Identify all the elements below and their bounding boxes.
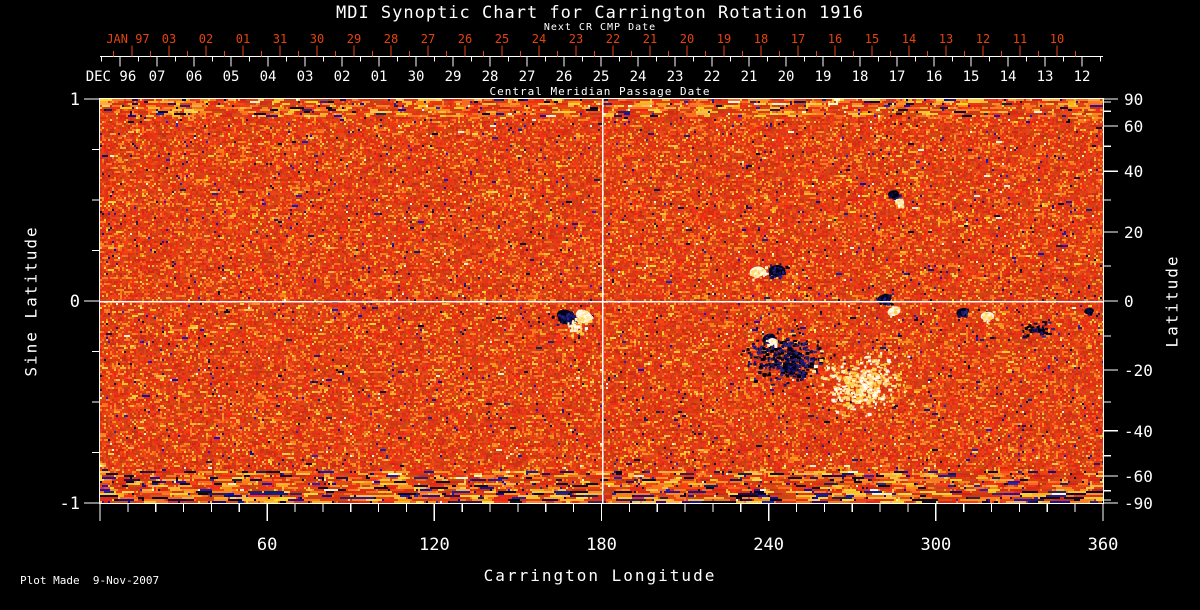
next-cr-day-label: 02 (199, 32, 213, 46)
latitude-tick-label: 20 (1124, 223, 1143, 242)
cmp-day-label: 21 (741, 69, 758, 85)
next-cr-day-label: 28 (384, 32, 398, 46)
sine-latitude-axis-label: Sine Latitude (21, 225, 41, 377)
cmp-day-label: 17 (889, 69, 906, 85)
next-cr-day-label: 29 (347, 32, 361, 46)
latitude-tick-label: 60 (1124, 117, 1143, 136)
cmp-day-label: 04 (260, 69, 277, 85)
next-cr-month-label: JAN 97 (106, 32, 149, 46)
cmp-day-label: 22 (704, 69, 721, 85)
central-meridian-passage-date-label: Central Meridian Passage Date (489, 85, 711, 98)
cmp-month-label: DEC 96 (86, 69, 137, 85)
longitude-tick-label: 300 (920, 535, 951, 555)
next-cr-day-label: 25 (495, 32, 509, 46)
cmp-day-label: 26 (556, 69, 573, 85)
longitude-tick-label: 240 (753, 535, 784, 555)
next-cr-day-label: 19 (717, 32, 731, 46)
next-cr-day-label: 12 (976, 32, 990, 46)
longitude-tick-label: 360 (1088, 535, 1119, 555)
cmp-day-label: 14 (1000, 69, 1017, 85)
next-cr-day-label: 17 (791, 32, 805, 46)
cmp-day-label: 03 (297, 69, 314, 85)
cmp-day-label: 05 (223, 69, 240, 85)
cmp-day-label: 30 (408, 69, 425, 85)
next-cr-day-label: 21 (643, 32, 657, 46)
plot-frame (99, 98, 1104, 504)
longitude-tick-label: 60 (257, 535, 277, 555)
next-cr-day-label: 15 (865, 32, 879, 46)
next-cr-day-label: 26 (458, 32, 472, 46)
next-cr-day-label: 20 (680, 32, 694, 46)
cmp-day-label: 28 (482, 69, 499, 85)
latitude-tick-label: 40 (1124, 162, 1143, 181)
cmp-day-label: 01 (371, 69, 388, 85)
next-cr-day-label: 24 (532, 32, 546, 46)
sine-latitude-tick-label: 0 (70, 292, 80, 312)
next-cr-day-label: 23 (569, 32, 583, 46)
cmp-day-label: 19 (815, 69, 832, 85)
latitude-tick-label: -60 (1124, 467, 1153, 486)
cmp-day-label: 20 (778, 69, 795, 85)
latitude-tick-label: 0 (1124, 292, 1134, 311)
next-cr-cmp-date-label: Next CR CMP Date (543, 22, 657, 33)
carrington-longitude-axis-label: Carrington Longitude (483, 566, 717, 585)
longitude-tick-label: 180 (586, 535, 617, 555)
cmp-day-label: 27 (519, 69, 536, 85)
cmp-day-label: 24 (630, 69, 647, 85)
latitude-axis-label: Latitude (1162, 254, 1182, 348)
next-cr-day-label: 31 (273, 32, 287, 46)
next-cr-day-label: 16 (828, 32, 842, 46)
cmp-day-label: 16 (926, 69, 943, 85)
next-cr-day-label: 11 (1013, 32, 1027, 46)
latitude-tick-label: -20 (1124, 361, 1153, 380)
cmp-day-label: 25 (593, 69, 610, 85)
cmp-day-label: 02 (334, 69, 351, 85)
cmp-day-label: 13 (1037, 69, 1054, 85)
next-cr-day-label: 27 (421, 32, 435, 46)
sine-latitude-tick-label: -1 (60, 494, 80, 514)
magnetogram-image (100, 99, 1103, 503)
cmp-day-label: 23 (667, 69, 684, 85)
next-cr-day-label: 13 (939, 32, 953, 46)
cmp-day-label: 07 (149, 69, 166, 85)
next-cr-day-label: 01 (236, 32, 250, 46)
latitude-tick-label: -40 (1124, 422, 1153, 441)
next-cr-day-label: 03 (162, 32, 176, 46)
longitude-tick-label: 120 (419, 535, 450, 555)
plot-made-timestamp: Plot Made 9-Nov-2007 (20, 574, 160, 587)
chart-title: MDI Synoptic Chart for Carrington Rotati… (335, 3, 865, 23)
cmp-day-label: 15 (963, 69, 980, 85)
next-cr-day-label: 30 (310, 32, 324, 46)
latitude-tick-label: 90 (1124, 90, 1143, 109)
cmp-day-label: 18 (852, 69, 869, 85)
cmp-day-label: 06 (186, 69, 203, 85)
cmp-day-label: 12 (1074, 69, 1091, 85)
next-cr-day-label: 14 (902, 32, 916, 46)
next-cr-day-label: 18 (754, 32, 768, 46)
next-cr-day-label: 10 (1050, 32, 1064, 46)
sine-latitude-tick-label: 1 (70, 90, 80, 110)
cmp-day-label: 29 (445, 69, 462, 85)
next-cr-day-label: 22 (606, 32, 620, 46)
latitude-tick-label: -90 (1124, 494, 1153, 513)
